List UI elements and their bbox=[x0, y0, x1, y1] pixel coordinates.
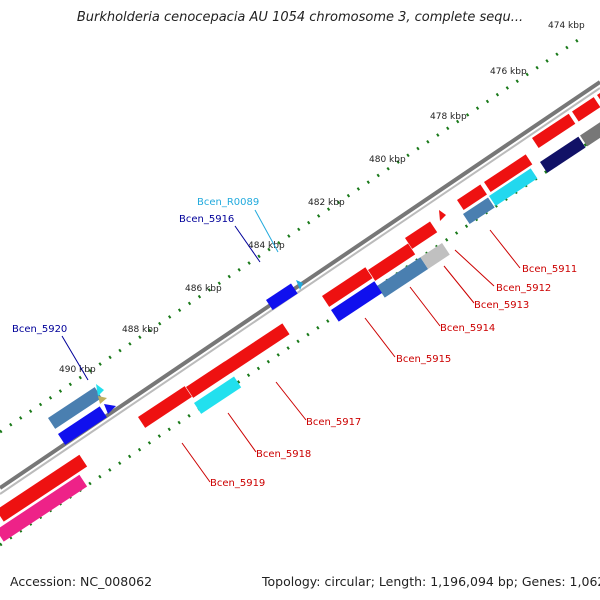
gene-label-bcen-5911[interactable]: Bcen_5911 bbox=[522, 264, 577, 275]
gene-label-bcen-5915[interactable]: Bcen_5915 bbox=[396, 354, 451, 365]
gene-small-arrow bbox=[439, 210, 446, 221]
gene-block bbox=[377, 257, 429, 298]
gene-label-bcen-5912[interactable]: Bcen_5912 bbox=[496, 283, 551, 294]
gene-label-bcen-5918[interactable]: Bcen_5918 bbox=[256, 449, 311, 460]
gene-small-arrow bbox=[98, 396, 107, 404]
tick-label-482: 482 kbp bbox=[308, 198, 345, 208]
gene-block bbox=[489, 168, 538, 207]
gene-small-arrow bbox=[104, 404, 116, 414]
gene-label-bcen-r0089[interactable]: Bcen_R0089 bbox=[197, 197, 259, 208]
ruler-inner-track bbox=[0, 133, 600, 547]
gene-block bbox=[540, 136, 586, 173]
tick-label-488: 488 kbp bbox=[122, 325, 159, 335]
gene-block bbox=[194, 376, 242, 414]
gene-block bbox=[0, 474, 88, 542]
gene-block bbox=[322, 267, 373, 307]
gene-label-bcen-5919[interactable]: Bcen_5919 bbox=[210, 478, 265, 489]
gene-block bbox=[138, 386, 192, 428]
tick-label-478: 478 kbp bbox=[430, 112, 467, 122]
tick-label-474: 474 kbp bbox=[548, 21, 585, 31]
gene-labels: Bcen_R0089 Bcen_5916 Bcen_5920 Bcen_5911… bbox=[12, 197, 577, 489]
tick-label-476: 476 kbp bbox=[490, 67, 527, 77]
gene-label-bcen-5916[interactable]: Bcen_5916 bbox=[179, 214, 234, 225]
gene-block bbox=[0, 454, 88, 522]
gene-block bbox=[48, 387, 102, 429]
tick-label-480: 480 kbp bbox=[369, 155, 406, 165]
gene-block bbox=[266, 283, 298, 311]
gene-block bbox=[572, 97, 600, 122]
gene-small-arrow bbox=[296, 280, 303, 290]
gene-block bbox=[368, 243, 416, 281]
gene-block bbox=[405, 221, 438, 249]
gene-block bbox=[420, 242, 450, 269]
tick-label-484: 484 kbp bbox=[248, 241, 285, 251]
tick-label-486: 486 kbp bbox=[185, 284, 222, 294]
gene-block bbox=[580, 113, 600, 147]
gene-label-bcen-5917[interactable]: Bcen_5917 bbox=[306, 417, 361, 428]
gene-block bbox=[186, 361, 232, 398]
gene-block bbox=[331, 281, 383, 322]
gene-block bbox=[484, 154, 533, 193]
accession-label: Accession: NC_008062 bbox=[10, 574, 153, 589]
gene-block bbox=[224, 323, 290, 373]
gene-label-bcen-5920[interactable]: Bcen_5920 bbox=[12, 324, 67, 335]
gene-block bbox=[58, 406, 107, 445]
gene-leader-lines bbox=[61, 209, 521, 483]
gene-block bbox=[457, 184, 487, 211]
backbone-inner bbox=[0, 87, 600, 495]
map-title: Burkholderia cenocepacia AU 1054 chromos… bbox=[76, 10, 524, 25]
ruler-outer-track bbox=[0, 38, 579, 434]
gene-block bbox=[532, 113, 576, 149]
gene-block bbox=[463, 197, 495, 225]
gene-label-bcen-5914[interactable]: Bcen_5914 bbox=[440, 323, 495, 334]
genome-summary: Topology: circular; Length: 1,196,094 bp… bbox=[262, 574, 600, 589]
scale-ticks: 474 kbp 476 kbp 478 kbp 480 kbp 482 kbp … bbox=[59, 21, 585, 375]
gene-label-bcen-5913[interactable]: Bcen_5913 bbox=[474, 300, 529, 311]
gene-small-arrow bbox=[96, 384, 104, 396]
tick-label-490: 490 kbp bbox=[59, 365, 96, 375]
gene-features bbox=[0, 85, 600, 542]
